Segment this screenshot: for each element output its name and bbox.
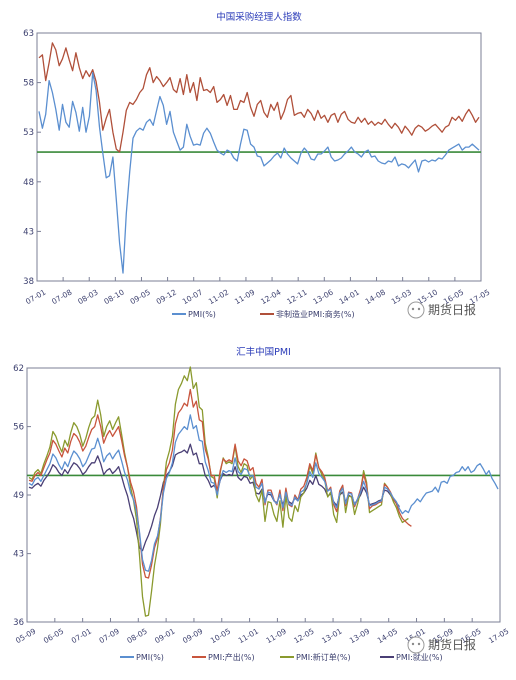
legend-entry-2: PMI:新订单(%) bbox=[280, 652, 351, 662]
x-tick-label: 14-08 bbox=[364, 287, 388, 306]
series-line-1 bbox=[38, 42, 480, 153]
chart-hsbc-pmi: 汇丰中国PMI 36 43 49 56 62 05-09 06-05 07-01 07-09 08-… bbox=[13, 346, 511, 662]
x-tick-label: 11-09 bbox=[264, 626, 288, 645]
x-tick-label: 14-05 bbox=[376, 626, 400, 645]
watermark-text: 期货日报 bbox=[428, 302, 476, 317]
series-line-0 bbox=[38, 72, 480, 274]
x-tick-label: 17-05 bbox=[487, 626, 511, 645]
chart-title: 中国采购经理人指数 bbox=[216, 11, 302, 23]
x-tick-label: 05-09 bbox=[14, 626, 38, 645]
x-tick-label: 09-12 bbox=[155, 287, 179, 306]
x-tick-label: 10-07 bbox=[181, 287, 205, 306]
x-tick-label: 09-05 bbox=[129, 287, 153, 306]
y-tick-label: 36 bbox=[13, 618, 24, 628]
legend-label: 非制造业PMI:商务(%) bbox=[276, 309, 355, 319]
legend-label: PMI:新订单(%) bbox=[296, 652, 351, 662]
wechat-eye-icon bbox=[411, 307, 415, 311]
x-tick-label: 07-09 bbox=[98, 626, 122, 645]
y-tick-label: 62 bbox=[13, 364, 24, 374]
x-tick-label: 12-04 bbox=[259, 287, 283, 306]
x-tick-label: 09-09 bbox=[181, 626, 205, 645]
wechat-eye-icon bbox=[417, 307, 421, 311]
legend-label: PMI:就业(%) bbox=[396, 652, 443, 662]
legend-entry-1: 非制造业PMI:商务(%) bbox=[260, 309, 355, 319]
wechat-eye-icon bbox=[417, 642, 421, 646]
x-tick-label: 08-10 bbox=[102, 287, 126, 306]
x-tick-label: 14-01 bbox=[337, 287, 361, 306]
x-tick-label: 10-05 bbox=[209, 626, 233, 645]
y-tick-label: 38 bbox=[23, 277, 34, 287]
legend-entry-0: PMI(%) bbox=[172, 310, 216, 319]
legend-entry-1: PMI:产出(%) bbox=[192, 652, 255, 662]
x-tick-label: 11-01 bbox=[237, 626, 261, 645]
x-tick-label: 06-05 bbox=[42, 626, 66, 645]
legend-entry-0: PMI(%) bbox=[120, 653, 164, 662]
x-tick-label: 12-05 bbox=[292, 626, 316, 645]
y-tick-label: 56 bbox=[13, 423, 24, 433]
wechat-icon bbox=[407, 301, 425, 319]
legend-entry-3: PMI:就业(%) bbox=[380, 652, 443, 662]
x-tick-label: 09-01 bbox=[153, 626, 177, 645]
x-tick-label: 07-01 bbox=[70, 626, 94, 645]
watermark: 期货日报 bbox=[407, 636, 476, 654]
y-tick-label: 49 bbox=[13, 491, 24, 501]
x-tick-label: 13-09 bbox=[348, 626, 372, 645]
x-tick-label: 13-01 bbox=[320, 626, 344, 645]
x-tick-label: 07-08 bbox=[50, 287, 74, 306]
chart-panel-hsbc-pmi: 汇丰中国PMI 36 43 49 56 62 05-09 06-05 07-01 07-09 08-… bbox=[0, 338, 516, 680]
legend-label: PMI:产出(%) bbox=[208, 652, 255, 662]
watermark-text: 期货日报 bbox=[428, 637, 476, 652]
x-tick-label: 07-01 bbox=[24, 287, 48, 306]
x-tick-label: 11-09 bbox=[233, 287, 257, 306]
legend-label: PMI(%) bbox=[136, 653, 164, 662]
y-tick-label: 43 bbox=[13, 550, 24, 560]
chart-cn-pmi: 中国采购经理人指数 38 43 48 53 58 63 07-01 07-08 08-03 08-1… bbox=[23, 11, 491, 319]
x-tick-label: 13-06 bbox=[311, 287, 335, 306]
x-tick-label: 15-03 bbox=[390, 287, 414, 306]
x-tick-label: 08-03 bbox=[76, 287, 100, 306]
x-tick-label: 08-05 bbox=[125, 626, 149, 645]
y-tick-label: 63 bbox=[23, 29, 34, 39]
legend-label: PMI(%) bbox=[188, 310, 216, 319]
chart-panel-cn-pmi: 中国采购经理人指数 38 43 48 53 58 63 07-01 07-08 08-03 08-1… bbox=[23, 11, 491, 319]
y-tick-label: 48 bbox=[23, 178, 34, 188]
wechat-eye-icon bbox=[411, 642, 415, 646]
x-tick-label: 12-11 bbox=[285, 287, 309, 306]
x-tick-label: 11-02 bbox=[207, 287, 231, 306]
chart-title: 汇丰中国PMI bbox=[236, 346, 291, 358]
wechat-icon bbox=[407, 636, 425, 654]
y-tick-label: 43 bbox=[23, 227, 34, 237]
y-tick-label: 58 bbox=[23, 79, 34, 89]
watermark: 期货日报 bbox=[407, 301, 476, 319]
series-line-0 bbox=[28, 414, 499, 572]
y-tick-label: 53 bbox=[23, 128, 34, 138]
